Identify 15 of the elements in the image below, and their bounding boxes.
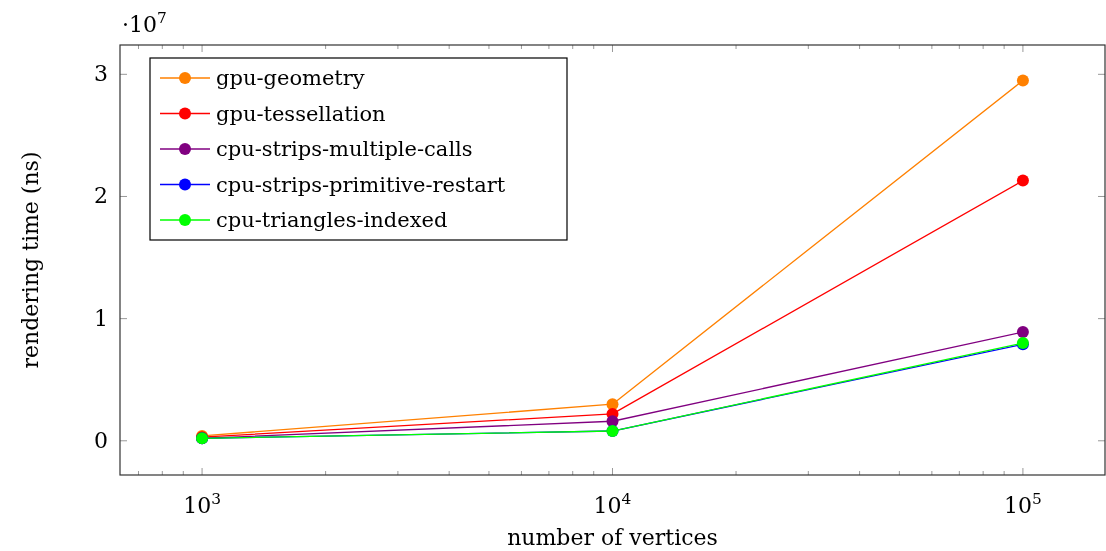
y-axis-title: rendering time (ns)	[18, 151, 43, 369]
x-tick-label: 10$^{5}$	[1004, 490, 1042, 518]
y-tick-label: 3	[94, 61, 108, 87]
y-tick-label: 0	[94, 427, 108, 453]
legend-label: cpu-strips-multiple-calls	[216, 137, 473, 161]
x-tick-label: 10$^{3}$	[183, 490, 221, 518]
x-axis-title: number of vertices	[507, 525, 718, 550]
y-tick-label: 1	[94, 305, 108, 331]
x-tick-label: 10$^{4}$	[593, 490, 632, 518]
text: ·10$^{7}$	[122, 9, 167, 37]
legend-label: cpu-triangles-indexed	[216, 208, 448, 232]
y-tick-label: 2	[94, 183, 108, 209]
legend-label: gpu-tessellation	[216, 101, 386, 126]
legend-label: cpu-strips-primitive-restart	[216, 172, 506, 197]
legend-label: gpu-geometry	[216, 66, 365, 90]
